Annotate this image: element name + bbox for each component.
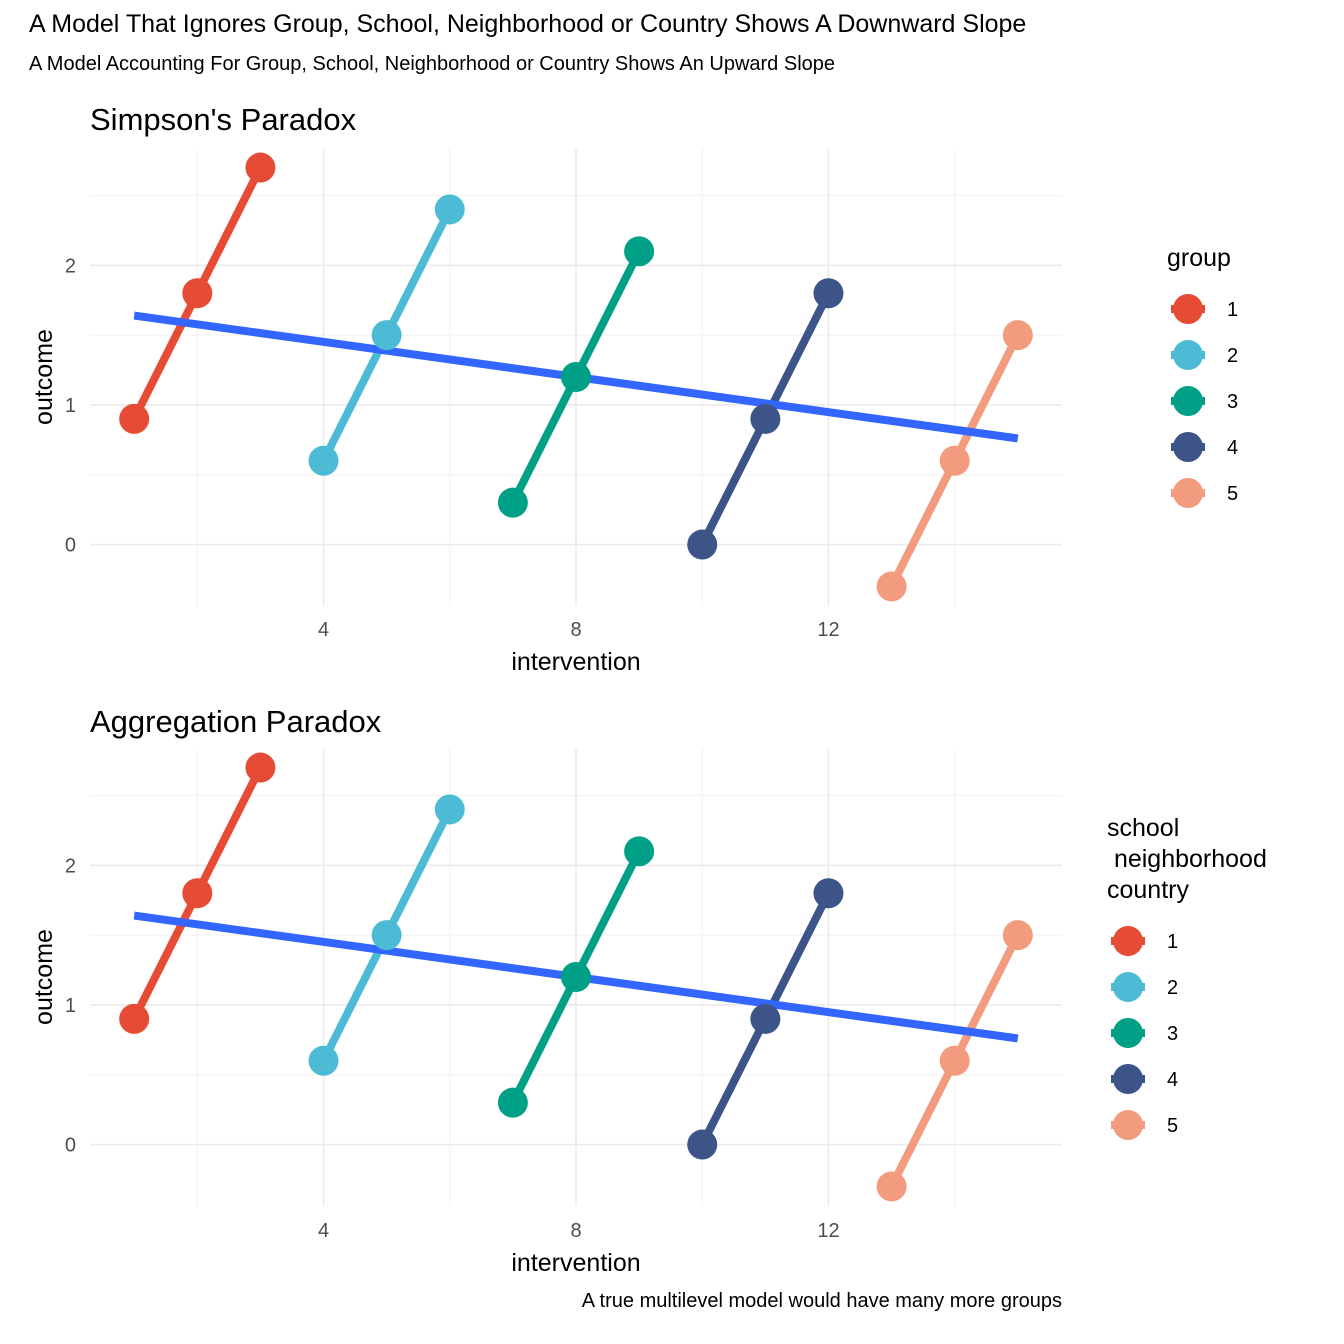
x-tick-label: 12 (817, 619, 839, 641)
data-point-group-2 (434, 794, 465, 825)
legend-label-4: 4 (1167, 1069, 1178, 1091)
data-point-group-2 (371, 920, 402, 951)
data-point-group-4 (687, 529, 718, 560)
data-point-group-4 (750, 403, 781, 434)
data-point-group-1 (245, 152, 276, 183)
data-point-group-3 (624, 236, 655, 267)
legend-key-2 (1171, 340, 1205, 370)
figure-title: A Model That Ignores Group, School, Neig… (29, 10, 1027, 38)
data-point-group-4 (750, 1003, 781, 1034)
x-tick-label: 8 (570, 1220, 581, 1242)
y-tick-label: 0 (65, 535, 76, 557)
panel-title: Simpson's Paradox (90, 102, 357, 137)
legend-key-point (1113, 1110, 1143, 1140)
legend-key-point (1173, 294, 1203, 324)
y-tick-label: 2 (65, 255, 76, 277)
data-point-group-4 (813, 278, 844, 309)
y-tick-label: 1 (65, 995, 76, 1017)
data-point-group-2 (308, 445, 339, 476)
y-tick-label: 2 (65, 855, 76, 877)
legend-key-3 (1111, 1018, 1145, 1048)
data-point-group-5 (939, 1045, 970, 1076)
data-point-group-5 (876, 1171, 907, 1202)
figure-caption: A true multilevel model would have many … (581, 1290, 1062, 1312)
data-point-group-3 (497, 1087, 528, 1118)
x-tick-label: 4 (318, 1220, 329, 1242)
x-axis-title: intervention (511, 1249, 640, 1277)
data-point-group-5 (876, 571, 907, 602)
legend-label-1: 1 (1227, 299, 1238, 321)
legend-label-3: 3 (1167, 1023, 1178, 1045)
legend-key-1 (1111, 926, 1145, 956)
legend-key-4 (1111, 1064, 1145, 1094)
legend-key-2 (1111, 972, 1145, 1002)
legend-key-point (1173, 432, 1203, 462)
data-point-group-3 (561, 962, 591, 992)
data-point-group-4 (813, 878, 844, 909)
data-point-group-5 (1002, 320, 1033, 351)
data-point-group-1 (182, 878, 213, 909)
legend-title: group (1167, 244, 1231, 272)
y-axis-title: outcome (30, 929, 58, 1025)
panel-title: Aggregation Paradox (90, 704, 382, 739)
data-point-group-2 (434, 194, 465, 225)
legend-key-point (1113, 926, 1143, 956)
x-tick-label: 12 (817, 1220, 839, 1242)
data-point-group-2 (308, 1045, 339, 1076)
legend-label-1: 1 (1167, 931, 1178, 953)
x-axis-title: intervention (511, 648, 640, 676)
data-point-group-3 (561, 362, 591, 392)
data-point-group-3 (497, 487, 528, 518)
legend-key-1 (1171, 294, 1205, 324)
y-tick-label: 0 (65, 1135, 76, 1157)
legend-key-3 (1171, 386, 1205, 416)
legend-label-2: 2 (1167, 977, 1178, 999)
legend-label-5: 5 (1167, 1115, 1178, 1137)
legend-key-5 (1171, 478, 1205, 508)
legend-title: school neighborhood country (1107, 814, 1267, 904)
legend: group 1 2 3 4 5 (1167, 244, 1238, 508)
legend-key-4 (1171, 432, 1205, 462)
data-point-group-4 (687, 1129, 718, 1160)
legend-key-point (1113, 1064, 1143, 1094)
legend-label-4: 4 (1227, 437, 1238, 459)
legend-label-5: 5 (1227, 483, 1238, 505)
data-point-group-5 (1002, 920, 1033, 951)
data-point-group-1 (182, 278, 213, 309)
data-point-group-3 (624, 836, 655, 867)
figure-subtitle: A Model Accounting For Group, School, Ne… (29, 53, 836, 75)
data-point-group-1 (119, 1003, 150, 1034)
x-tick-label: 8 (570, 619, 581, 641)
legend-label-3: 3 (1227, 391, 1238, 413)
y-tick-label: 1 (65, 395, 76, 417)
legend-key-point (1173, 478, 1203, 508)
x-tick-label: 4 (318, 619, 329, 641)
legend: school neighborhood country 1 2 3 4 5 (1107, 814, 1267, 1140)
legend-key-point (1173, 386, 1203, 416)
legend-key-point (1113, 972, 1143, 1002)
legend-key-point (1113, 1018, 1143, 1048)
legend-label-2: 2 (1227, 345, 1238, 367)
legend-key-point (1173, 340, 1203, 370)
data-point-group-1 (119, 403, 150, 434)
y-axis-title: outcome (30, 329, 58, 425)
legend-key-5 (1111, 1110, 1145, 1140)
data-point-group-2 (371, 320, 402, 351)
data-point-group-1 (245, 752, 276, 783)
data-point-group-5 (939, 445, 970, 476)
